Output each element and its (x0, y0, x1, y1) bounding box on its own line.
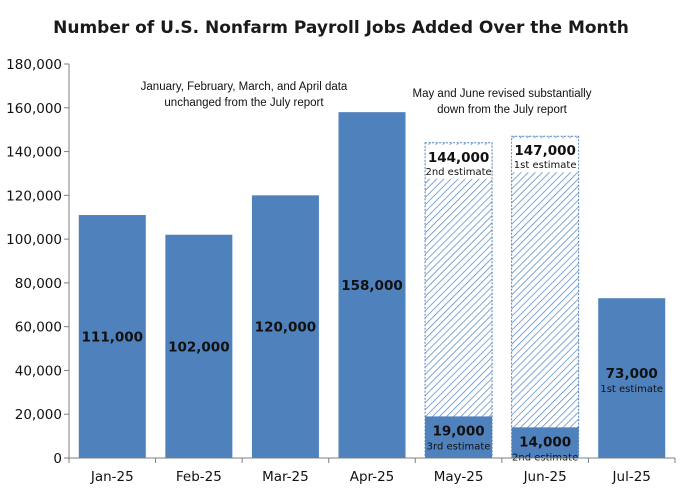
x-tick-label: Jul-25 (612, 469, 651, 485)
bar-Jan-25 (78, 215, 146, 458)
bar-Mar-25 (251, 195, 319, 459)
chart-title: Number of U.S. Nonfarm Payroll Jobs Adde… (53, 18, 629, 38)
y-tick-label: 60,000 (15, 320, 62, 336)
y-tick-label: 40,000 (15, 363, 62, 379)
bar-sublabel: 3rd estimate (427, 441, 491, 452)
bar-value-label: 102,000 (168, 339, 230, 355)
bar-previous-label-bg (512, 138, 579, 173)
x-tick-label: May-25 (434, 469, 484, 485)
y-tick-label: 140,000 (6, 145, 62, 161)
y-tick-label: 20,000 (15, 407, 62, 423)
bar-value-label: 73,000 (606, 366, 658, 382)
annotation-revised-line1: May and June revised substantially (413, 88, 592, 100)
bar-previous-Jun-25 (511, 135, 580, 459)
y-tick-label: 180,000 (6, 57, 62, 73)
annotation-unchanged-line2: unchanged from the July report (164, 97, 324, 109)
y-tick-label: 160,000 (6, 101, 62, 117)
x-tick-label: Mar-25 (262, 469, 309, 485)
y-tick-label: 120,000 (6, 188, 62, 204)
annotation-revised-line2: down from the July report (437, 104, 568, 116)
bar-value-label: 120,000 (255, 320, 317, 336)
bar-Feb-25 (165, 234, 233, 458)
bar-value-label: 158,000 (341, 278, 403, 294)
annotation-unchanged-line1: January, February, March, and April data (141, 81, 348, 93)
bar-Jun-25 (511, 427, 579, 458)
bar-value-label: 14,000 (519, 434, 571, 450)
bar-previous-label: 147,000 (514, 143, 576, 159)
bar-value-label: 19,000 (433, 423, 485, 439)
bar-previous-label-bg (425, 144, 492, 179)
x-tick-label: Jan-25 (90, 469, 134, 485)
bar-Jul-25 (598, 298, 666, 458)
bar-previous-label: 144,000 (428, 150, 490, 166)
bar-value-label: 111,000 (82, 330, 144, 346)
y-tick-label: 0 (53, 451, 62, 467)
bar-previous-May-25 (424, 142, 493, 459)
y-tick-label: 80,000 (15, 276, 62, 292)
y-tick-label: 100,000 (6, 232, 62, 248)
bar-Apr-25 (338, 112, 406, 459)
bar-sublabel: 1st estimate (600, 384, 663, 395)
x-tick-label: Feb-25 (176, 469, 222, 485)
bar-May-25 (425, 416, 493, 458)
x-tick-label: Jun-25 (523, 469, 567, 485)
x-tick-label: Apr-25 (350, 469, 395, 485)
bar-previous-sublabel: 2nd estimate (425, 167, 491, 178)
bar-previous-sublabel: 1st estimate (514, 160, 577, 171)
